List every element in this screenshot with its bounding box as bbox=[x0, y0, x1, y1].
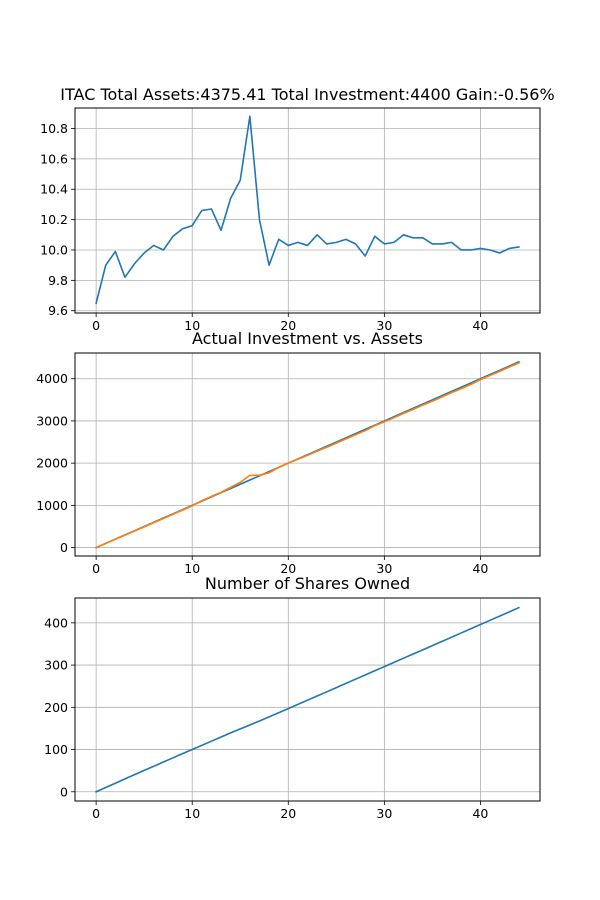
y-tick-label: 100 bbox=[44, 742, 68, 757]
y-tick-label: 4000 bbox=[36, 371, 68, 386]
series-line-1 bbox=[95, 115, 520, 305]
x-tick-label: 40 bbox=[472, 561, 488, 576]
y-tick-label: 0 bbox=[60, 540, 68, 555]
y-tick-label: 300 bbox=[44, 658, 68, 673]
y-tick-label: 1000 bbox=[36, 498, 68, 513]
plot-frame bbox=[74, 107, 541, 314]
shares-owned-panel: Number of Shares Owned 0 10 20 30 4001002003… bbox=[44, 574, 541, 821]
y-tick-label: 200 bbox=[44, 700, 68, 715]
x-tick-label: 20 bbox=[280, 318, 296, 333]
x-tick-label: 10 bbox=[184, 561, 200, 576]
y-tick-label: 2000 bbox=[36, 456, 68, 471]
x-tick-label: 10 bbox=[184, 318, 200, 333]
y-tick-label: 9.8 bbox=[48, 273, 68, 288]
x-tick-label: 10 bbox=[184, 806, 200, 821]
investment-vs-assets-panel: Actual Investment vs. Assets 0 10 20 30 40 0 1… bbox=[36, 329, 541, 576]
x-tick-label: 0 bbox=[92, 806, 100, 821]
x-tick-label: 20 bbox=[280, 806, 296, 821]
plot-frame bbox=[74, 352, 541, 557]
series-line-2 bbox=[95, 361, 520, 549]
x-tick-label: 0 bbox=[92, 318, 100, 333]
x-tick-label: 40 bbox=[472, 318, 488, 333]
plot-frame bbox=[74, 597, 541, 802]
y-tick-label: 0 bbox=[60, 784, 68, 799]
y-tick-label: 10.6 bbox=[40, 151, 68, 166]
x-tick-label: 40 bbox=[472, 806, 488, 821]
series-line-1 bbox=[95, 606, 520, 793]
y-tick-label: 3000 bbox=[36, 413, 68, 428]
chart-title: ITAC Total Assets:4375.41 Total Investme… bbox=[60, 85, 554, 104]
y-tick-label: 10.2 bbox=[40, 212, 68, 227]
x-tick-label: 30 bbox=[376, 318, 392, 333]
x-tick-label: 30 bbox=[376, 561, 392, 576]
x-tick-label: 20 bbox=[280, 561, 296, 576]
y-tick-label: 10.4 bbox=[40, 182, 68, 197]
y-tick-label: 10.8 bbox=[40, 121, 68, 136]
assets-per-share-panel: ITAC Total Assets:4375.41 Total Investme… bbox=[40, 85, 555, 333]
chart-title: Actual Investment vs. Assets bbox=[192, 329, 423, 348]
x-tick-label: 30 bbox=[376, 806, 392, 821]
y-tick-label: 10.0 bbox=[40, 242, 68, 257]
x-tick-label: 0 bbox=[92, 561, 100, 576]
y-tick-label: 9.6 bbox=[48, 303, 68, 318]
y-tick-label: 400 bbox=[44, 615, 68, 630]
chart-title: Number of Shares Owned bbox=[205, 574, 410, 593]
